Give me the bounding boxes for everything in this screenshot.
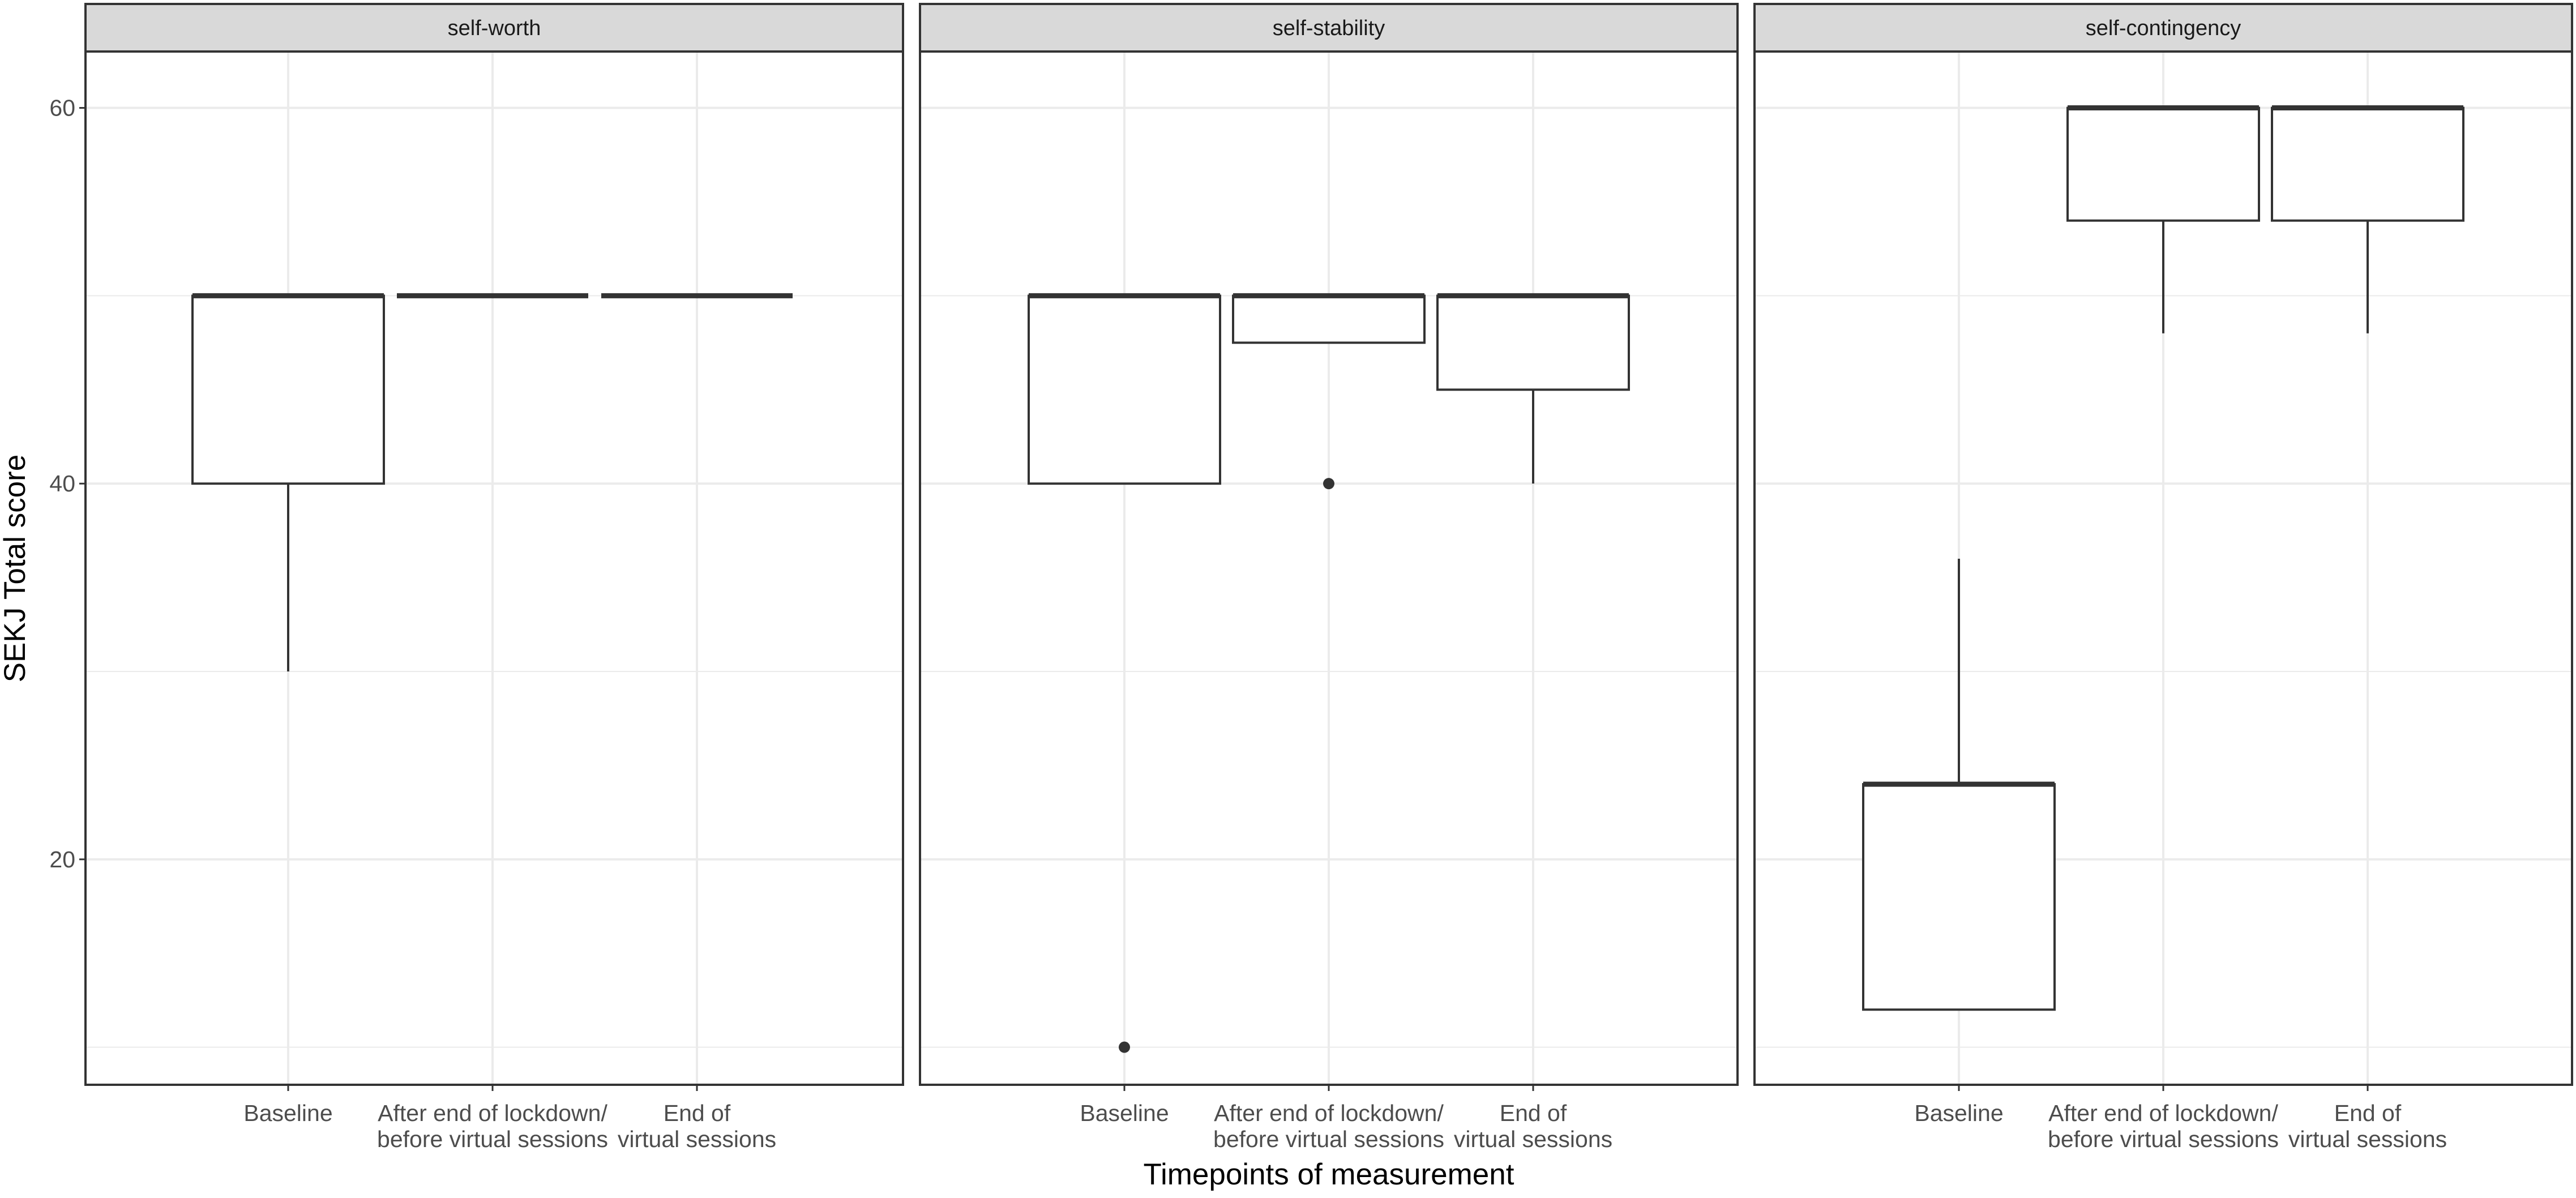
box-iqr bbox=[1436, 294, 1630, 391]
x-tick-label: Baseline bbox=[1080, 1100, 1169, 1126]
facet-strip-self-worth bbox=[84, 3, 904, 53]
x-tick-label: before virtual sessions bbox=[1213, 1126, 1444, 1152]
x-tick-label: After end of lockdown/ bbox=[2048, 1100, 2278, 1126]
x-tick-label: virtual sessions bbox=[618, 1126, 776, 1152]
x-tick-label: before virtual sessions bbox=[377, 1126, 608, 1152]
x-axis-title: Timepoints of measurement bbox=[1144, 1158, 1514, 1191]
x-tick-label: End of bbox=[664, 1100, 731, 1126]
x-tick-label: End of bbox=[1500, 1100, 1567, 1126]
box-iqr bbox=[1232, 294, 1426, 344]
x-tick-label: After end of lockdown/ bbox=[378, 1100, 607, 1126]
x-tick-label: Baseline bbox=[1914, 1100, 2003, 1126]
box-iqr bbox=[1862, 783, 2056, 1011]
outlier-point bbox=[1119, 1041, 1130, 1053]
panel-background-self-worth bbox=[85, 52, 903, 1085]
y-tick-label-40: 40 bbox=[49, 470, 75, 497]
box-iqr bbox=[2271, 106, 2464, 222]
box-iqr bbox=[191, 294, 385, 485]
x-tick-label: After end of lockdown/ bbox=[1214, 1100, 1444, 1126]
x-tick-label: End of bbox=[2334, 1100, 2402, 1126]
box-iqr bbox=[2066, 106, 2260, 222]
outlier-point bbox=[1323, 478, 1334, 490]
facet-strip-self-stability bbox=[919, 3, 1739, 53]
x-tick-label: virtual sessions bbox=[1454, 1126, 1612, 1152]
facet-strip-label: self-contingency bbox=[2086, 16, 2241, 40]
y-axis-title: SEKJ Total score bbox=[0, 455, 32, 683]
y-tick-label-60: 60 bbox=[49, 95, 75, 121]
y-tick-label-20: 20 bbox=[49, 846, 75, 872]
x-tick-label: Baseline bbox=[243, 1100, 332, 1126]
facet-strip-label: self-stability bbox=[1273, 16, 1385, 40]
x-tick-label: before virtual sessions bbox=[2048, 1126, 2279, 1152]
x-tick-label: virtual sessions bbox=[2288, 1126, 2447, 1152]
facet-strip-self-contingency bbox=[1753, 3, 2573, 53]
facet-strip-label: self-worth bbox=[448, 16, 541, 40]
box-iqr bbox=[1028, 294, 1221, 485]
